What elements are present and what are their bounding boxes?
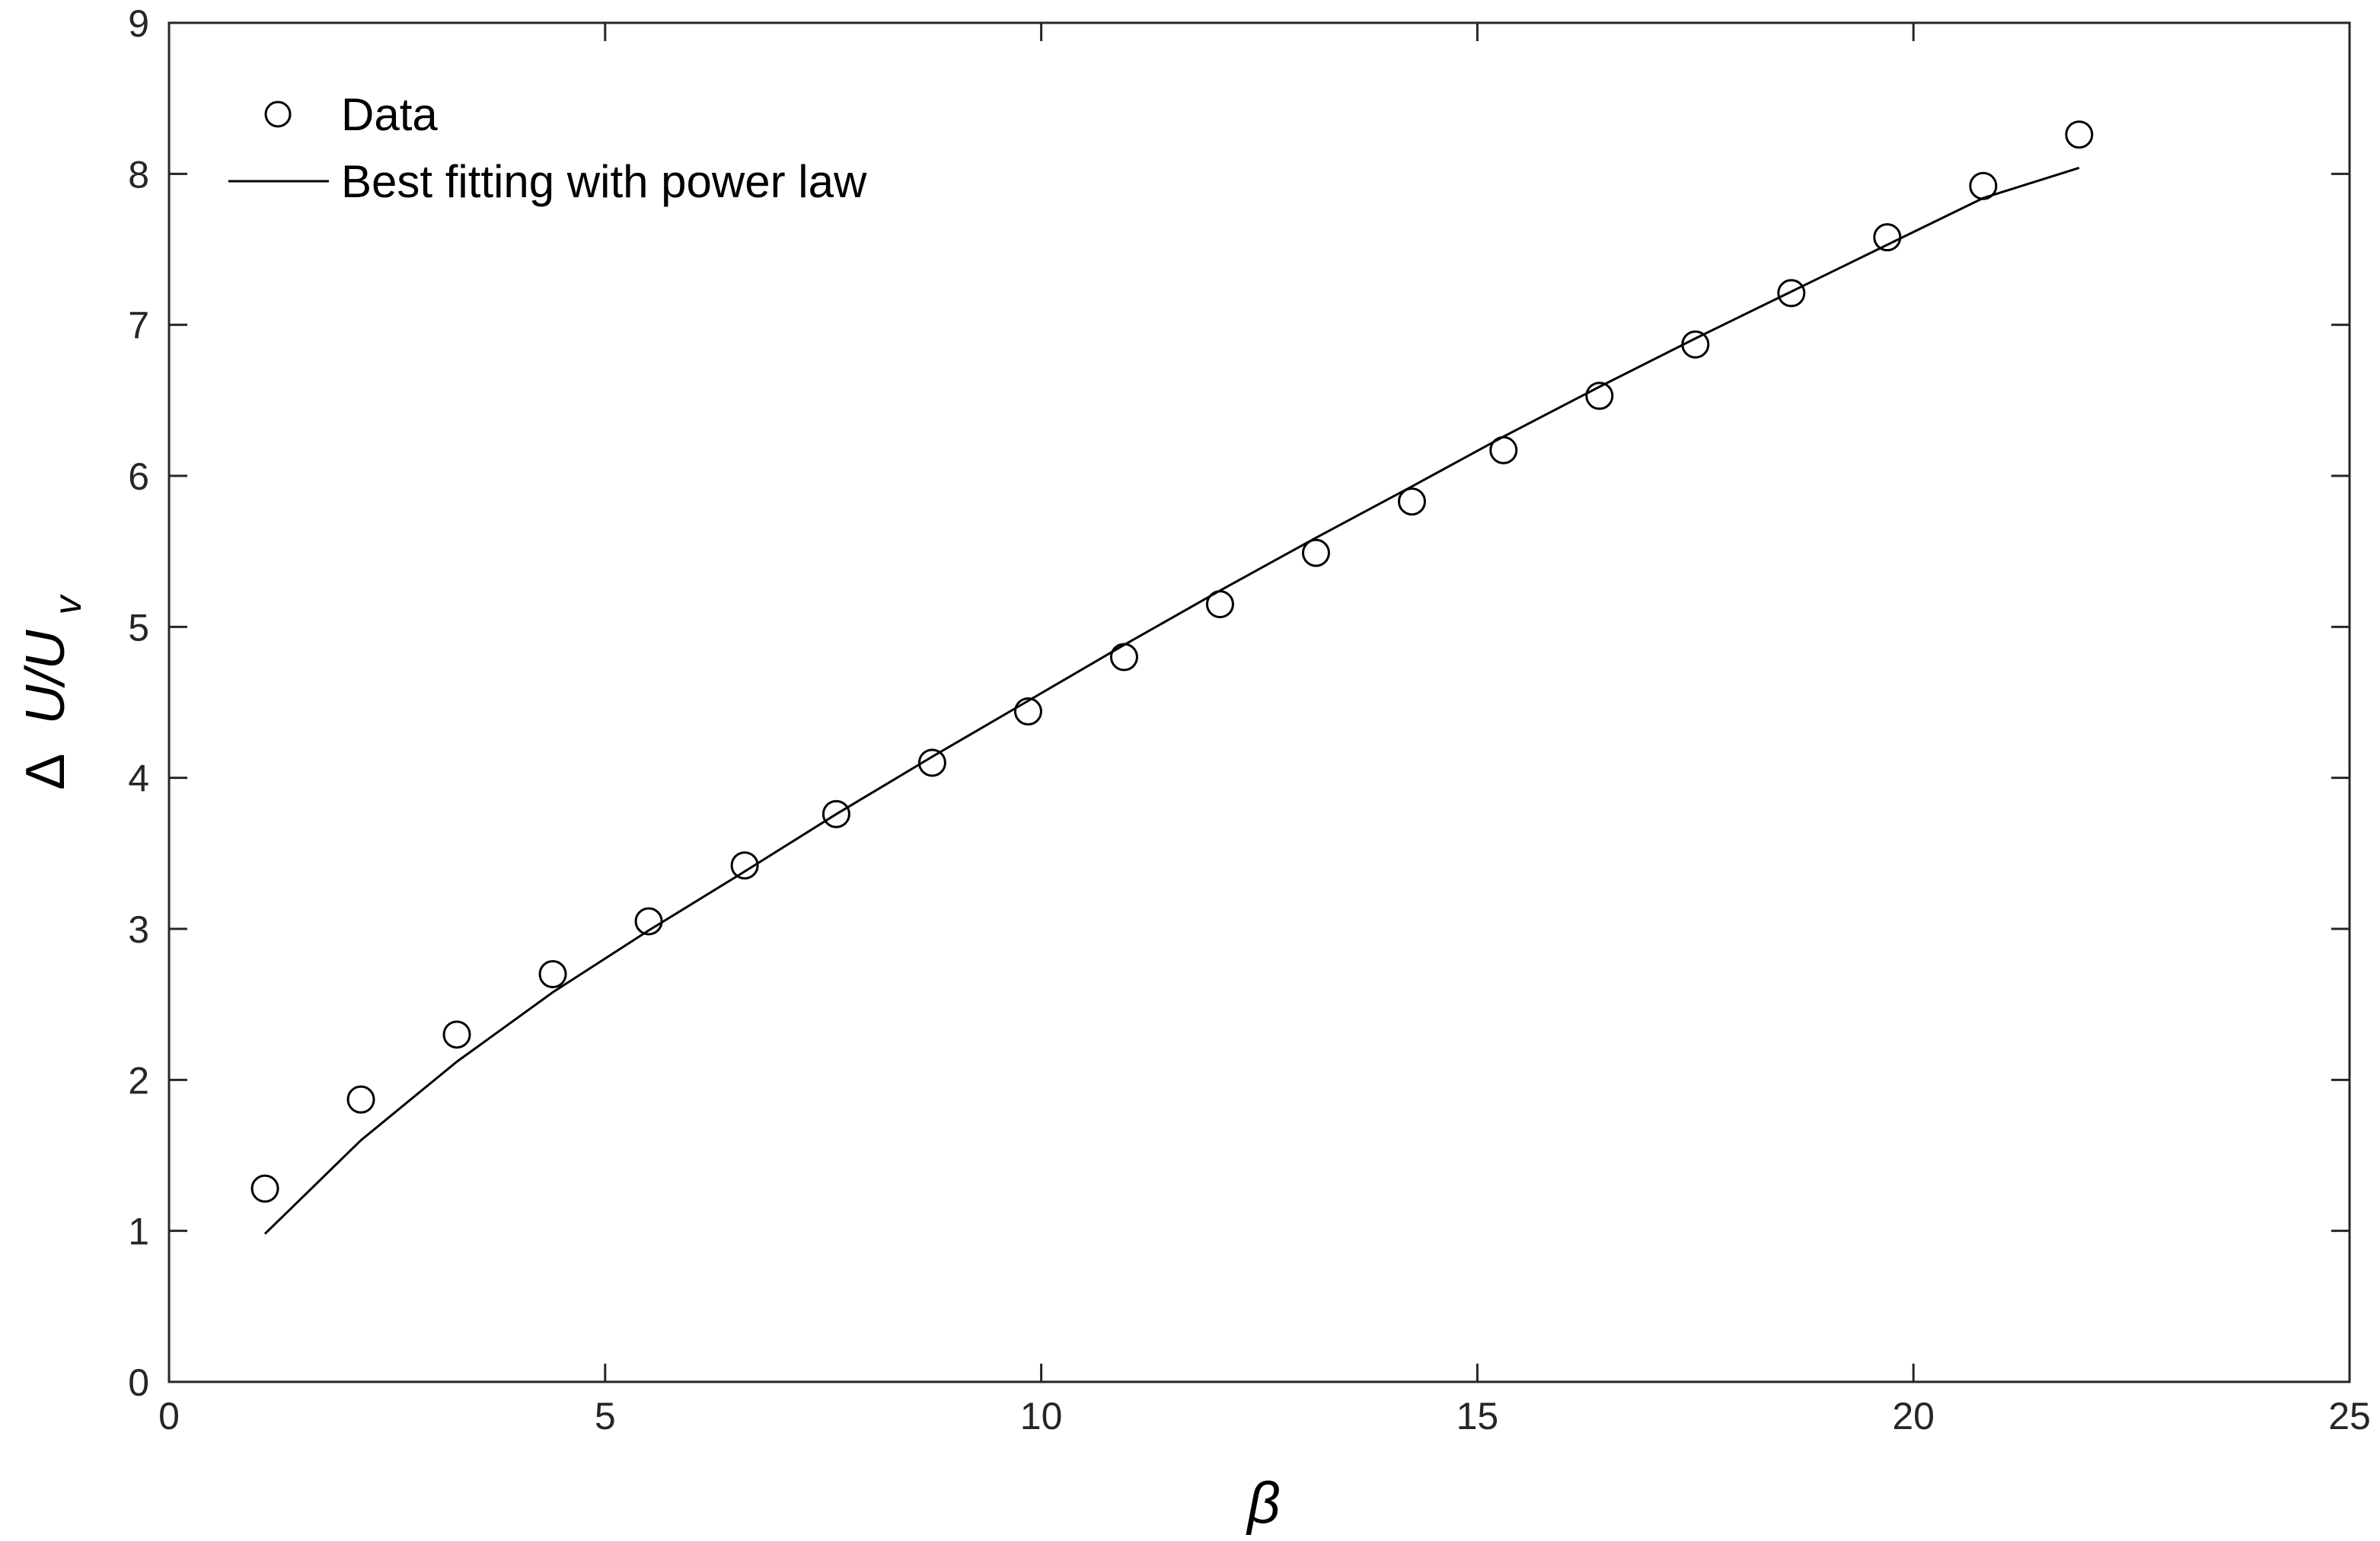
y-tick-label: 3 [128, 908, 149, 951]
plot-frame [167, 21, 2351, 1383]
legend-marker-data [264, 100, 292, 128]
data-point [2065, 120, 2094, 149]
y-axis-label-subscript: v [46, 593, 89, 614]
data-point [1585, 381, 1614, 410]
data-point [822, 799, 850, 828]
data-point [1109, 643, 1138, 672]
y-tick-label: 1 [128, 1211, 149, 1253]
y-axis-label-main: U/U [15, 629, 76, 724]
data-point [634, 907, 663, 936]
data-point [1397, 487, 1426, 516]
ticks-layer: 0 5 10 15 20 25 0 1 2 3 4 5 6 7 8 9 [128, 2, 2371, 1437]
data-point [346, 1085, 375, 1114]
y-tick-label: 5 [128, 606, 149, 649]
y-tick-label: 9 [128, 2, 149, 45]
data-point [538, 960, 567, 988]
data-point [730, 851, 759, 880]
y-tick-label: 4 [128, 758, 149, 800]
data-point [1969, 171, 1998, 200]
y-axis-label-delta: Δ [15, 753, 76, 790]
data-point [1489, 436, 1518, 464]
legend-label-data: Data [341, 89, 438, 140]
data-point [917, 748, 946, 777]
y-tick-label: 7 [128, 305, 149, 347]
legend: Data Best fitting with power law [228, 89, 867, 207]
x-tick-label: 20 [1892, 1395, 1935, 1437]
series-line-best-fitting [263, 166, 2080, 1235]
data-point [442, 1020, 471, 1049]
x-tick-label: 10 [1020, 1395, 1063, 1437]
data-point [1777, 279, 1806, 308]
y-tick-label: 6 [128, 455, 149, 498]
data-point [1013, 697, 1042, 726]
data-point [1301, 538, 1330, 567]
data-point [1205, 590, 1234, 619]
data-point [1681, 330, 1710, 359]
series-layer [250, 120, 2094, 1235]
data-point [1873, 223, 1902, 252]
y-tick-label: 0 [128, 1361, 149, 1404]
x-tick-label: 15 [1456, 1395, 1499, 1437]
data-point [250, 1174, 279, 1203]
x-tick-label: 0 [158, 1395, 180, 1437]
x-tick-label: 25 [2328, 1395, 2371, 1437]
y-tick-label: 8 [128, 153, 149, 196]
x-tick-label: 5 [595, 1395, 616, 1437]
y-axis-label: Δ U/U v [15, 593, 89, 790]
legend-label-fit: Best fitting with power law [341, 156, 867, 207]
x-axis-label: β [1246, 1471, 1280, 1536]
y-tick-label: 2 [128, 1059, 149, 1102]
